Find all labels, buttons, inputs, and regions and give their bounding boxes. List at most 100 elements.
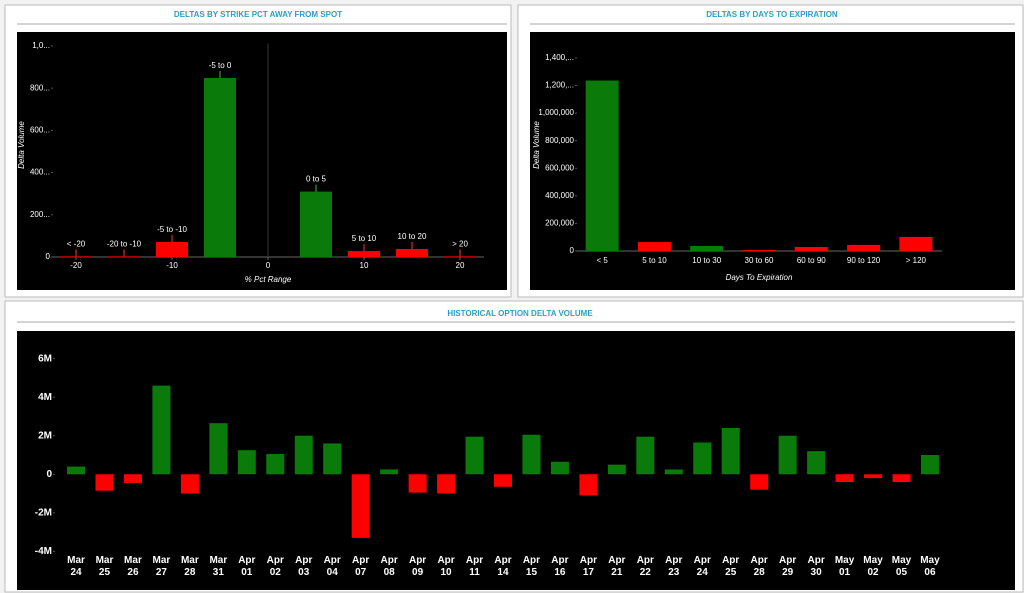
x-tick-label: Apr 15: [522, 555, 541, 578]
bar: [209, 423, 228, 475]
bar: [550, 461, 569, 475]
bar: [920, 455, 939, 475]
bar: [494, 474, 512, 487]
x-tick-label: Apr 07: [352, 555, 370, 578]
x-tick-label: Apr 09: [408, 555, 427, 578]
bar: [380, 469, 399, 475]
x-tick-label: Apr 16: [551, 555, 569, 578]
x-tick-label: -20: [70, 261, 82, 270]
y-tick-label: 200...: [30, 210, 50, 219]
bar: [750, 474, 769, 490]
y-tick-label: 400...: [30, 168, 50, 177]
bar: [266, 454, 285, 475]
y-tick-label: 0: [46, 252, 51, 261]
bar: [348, 251, 380, 257]
x-tick-label: Apr 24: [693, 555, 711, 578]
x-tick-label: Apr 14: [494, 555, 512, 578]
x-tick-label: Apr 01: [238, 555, 256, 578]
chart-title: DELTAS BY DAYS TO EXPIRATION: [706, 10, 838, 19]
x-tick-label: May 06: [920, 555, 940, 578]
plot-area: [17, 32, 507, 290]
x-tick-label: 10 to 30: [692, 256, 721, 265]
y-tick-label: 6M: [38, 353, 52, 364]
x-tick-label: Mar 27: [152, 555, 171, 578]
x-tick-label: 30 to 60: [745, 256, 774, 265]
y-tick-label: 4M: [38, 392, 52, 403]
bar: [95, 474, 114, 491]
bar: [721, 428, 740, 475]
data-label: -5 to 0: [209, 61, 232, 70]
y-tick-label: 800,000: [545, 136, 574, 145]
plot-area: [17, 331, 1015, 590]
data-label: 0 to 5: [306, 175, 327, 184]
x-tick-label: Mar 26: [124, 555, 142, 578]
x-tick-label: Apr 02: [266, 555, 284, 578]
y-axis-label: Delta Volume: [532, 121, 541, 169]
y-tick-label: 1,0...: [32, 41, 50, 50]
bar: [690, 246, 724, 251]
bar: [180, 474, 199, 494]
x-tick-label: Mar 28: [180, 555, 199, 578]
data-label: > 20: [452, 239, 468, 248]
bar: [396, 248, 428, 257]
bar: [579, 474, 598, 496]
y-tick-label: 200,000: [545, 219, 574, 228]
x-tick-label: 0: [266, 261, 271, 270]
x-tick-label: Apr 25: [722, 555, 740, 578]
bar: [123, 474, 142, 483]
data-label: -5 to -10: [157, 225, 187, 234]
y-tick-label: 1,200,...: [545, 81, 574, 90]
data-label: 5 to 10: [352, 234, 377, 243]
y-tick-label: 1,000,000: [538, 108, 574, 117]
y-tick-label: 2M: [38, 430, 52, 441]
x-tick-label: Apr 10: [437, 555, 455, 578]
x-tick-label: Apr 03: [295, 555, 313, 578]
bar: [607, 464, 626, 475]
x-tick-label: > 120: [906, 256, 927, 265]
chart-title: DELTAS BY STRIKE PCT AWAY FROM SPOT: [174, 10, 342, 19]
x-tick-label: 20: [456, 261, 465, 270]
data-label: 10 to 20: [398, 232, 427, 241]
y-tick-label: 800...: [30, 83, 50, 92]
x-tick-label: Mar 25: [95, 555, 114, 578]
y-tick-label: 0: [570, 246, 575, 255]
bar: [60, 256, 92, 258]
x-tick-label: Apr 21: [608, 555, 626, 578]
bar: [408, 474, 427, 493]
y-tick-label: 600...: [30, 125, 50, 134]
bar: [67, 466, 86, 475]
x-tick-label: Apr 29: [779, 555, 797, 578]
y-tick-label: 1,400,...: [545, 53, 574, 62]
bar: [300, 191, 332, 257]
x-tick-label: May 05: [891, 555, 912, 578]
bar: [204, 78, 236, 257]
x-axis-label: Days To Expiration: [726, 273, 793, 282]
bar: [664, 469, 683, 475]
y-tick-label: -2M: [35, 507, 52, 518]
bar: [522, 434, 541, 475]
x-tick-label: Mar 24: [67, 555, 85, 578]
data-label: < -20: [67, 239, 86, 248]
bar: [237, 450, 256, 475]
bar: [636, 436, 655, 475]
bar: [742, 250, 776, 252]
bar: [323, 443, 342, 475]
y-tick-label: 400,000: [545, 191, 574, 200]
y-axis-label: Delta Volume: [17, 121, 26, 169]
bar: [892, 474, 911, 482]
data-label: -20 to -10: [107, 239, 142, 248]
bar: [152, 385, 171, 475]
bar: [294, 435, 313, 475]
y-tick-label: -4M: [35, 546, 52, 557]
x-tick-label: Apr 11: [465, 555, 484, 578]
bar: [108, 256, 140, 258]
chart-title: HISTORICAL OPTION DELTA VOLUME: [447, 309, 593, 318]
bar: [807, 451, 826, 475]
x-tick-label: Mar 31: [209, 555, 228, 578]
bar: [437, 474, 456, 494]
x-tick-label: 5 to 10: [642, 256, 667, 265]
x-tick-label: 60 to 90: [797, 256, 826, 265]
y-tick-label: 0: [46, 469, 52, 480]
